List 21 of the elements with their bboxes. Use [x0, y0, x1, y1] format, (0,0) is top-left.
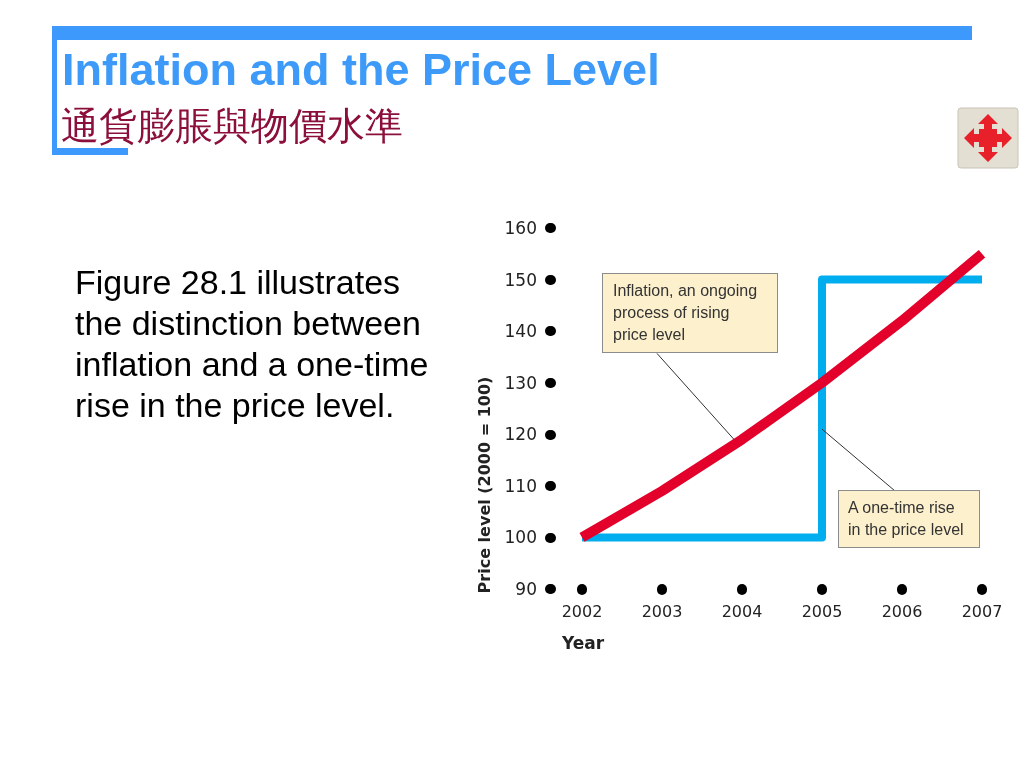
text: 通貨膨脹與物價水準: [61, 103, 403, 150]
x-axis-title: Year: [561, 633, 605, 653]
caption: Figure 28.1 illustrates the distinction between inflation and a one-time rise in the price level.: [75, 262, 430, 426]
y-tick-label: 150: [504, 269, 537, 290]
annotation: A one-time rise in the price level: [838, 490, 980, 549]
chart-title: Inflation and the Price Level: [62, 44, 660, 96]
y-tick-label: 90: [515, 579, 537, 599]
y-tick-label: 110: [504, 475, 537, 496]
x-tick-label: 2007: [961, 601, 1003, 621]
x-tick-label: 2005: [801, 601, 843, 621]
y-axis-title: Price level (2000 = 100): [474, 376, 494, 594]
x-tick-label: 2002: [561, 601, 603, 621]
y-tick-label: 160: [504, 218, 537, 238]
y-tick-label: 130: [504, 372, 537, 393]
y-tick-label: 140: [504, 321, 537, 342]
x-tick-label: 2003: [641, 601, 683, 621]
y-tick-label: 120: [504, 424, 537, 445]
x-tick-label: 2004: [721, 601, 763, 621]
annotation: Inflation, an ongoing process of rising price level: [602, 273, 778, 354]
x-tick-label: 2006: [881, 601, 923, 621]
y-tick-label: 100: [504, 527, 537, 548]
